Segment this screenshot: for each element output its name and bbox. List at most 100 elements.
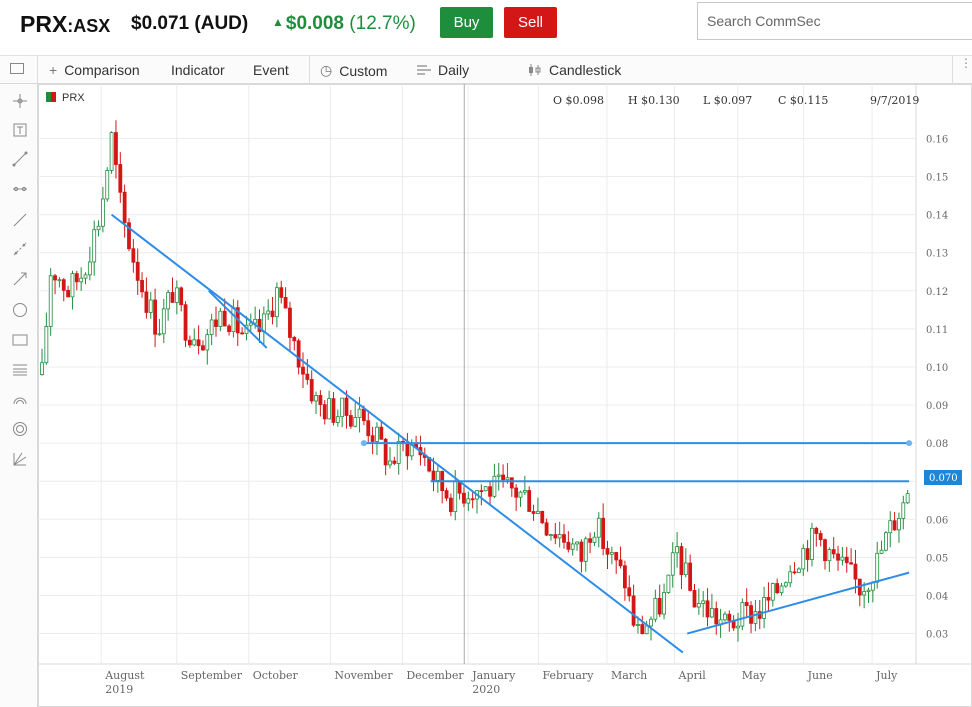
- candle-body: [48, 275, 53, 327]
- candle-body: [549, 534, 553, 537]
- candle-body: [753, 611, 758, 624]
- candle-body: [83, 274, 88, 279]
- text-icon[interactable]: [12, 122, 28, 138]
- y-tick-label: 0.12: [926, 287, 948, 298]
- candle-body: [779, 585, 784, 594]
- candle-body: [305, 373, 310, 380]
- fibonacci-icon[interactable]: [12, 362, 28, 378]
- candle-body: [314, 395, 318, 402]
- y-tick-label: 0.09: [926, 401, 948, 412]
- candle-body: [66, 289, 71, 298]
- candle-body: [862, 591, 867, 596]
- crosshair-icon[interactable]: [12, 93, 28, 109]
- candle-body: [161, 308, 166, 335]
- event-button[interactable]: Event: [253, 62, 289, 78]
- down-trendline-long[interactable]: [110, 213, 684, 654]
- interval-button[interactable]: Daily: [417, 62, 469, 78]
- candle-body: [140, 279, 144, 293]
- candle-body: [148, 299, 153, 313]
- candle-body: [361, 408, 366, 422]
- change-amount: $0.008: [285, 13, 345, 34]
- candle-body: [444, 490, 449, 499]
- down-trendline-short[interactable]: [208, 290, 268, 349]
- spiral-icon[interactable]: [12, 421, 28, 437]
- candle-body: [453, 481, 458, 513]
- candle-body: [279, 287, 284, 298]
- y-tick-label: 0.10: [926, 363, 948, 374]
- trendlines[interactable]: [110, 213, 913, 654]
- candle-body: [87, 261, 92, 276]
- custom-range-button[interactable]: ◷ Custom: [320, 62, 387, 79]
- candle-body: [218, 310, 223, 327]
- buy-button[interactable]: Buy: [440, 7, 493, 38]
- x-tick-label: April: [678, 669, 707, 682]
- trendline-handle[interactable]: [906, 440, 913, 447]
- chart-panel[interactable]: August 2019 September October November Decemb…: [38, 84, 972, 707]
- indicator-button[interactable]: Indicator: [171, 62, 225, 78]
- custom-label: Custom: [339, 62, 388, 79]
- ray-icon[interactable]: [12, 212, 28, 228]
- candle-body: [683, 562, 688, 576]
- gann-icon[interactable]: [12, 451, 28, 467]
- candle-body: [792, 571, 797, 574]
- candle-body: [370, 435, 375, 442]
- ohlc-date: 9/7/2019: [870, 94, 919, 107]
- candle-body: [888, 520, 893, 534]
- candle-body: [101, 198, 105, 227]
- candle-body: [70, 273, 75, 298]
- candle-body: [644, 625, 649, 635]
- candle-body: [166, 292, 171, 310]
- rectangle-icon[interactable]: [12, 332, 28, 348]
- candle-body: [844, 556, 849, 564]
- y-tick-label: 0.13: [926, 249, 948, 260]
- candle-body: [96, 225, 101, 231]
- candle-body: [579, 541, 584, 562]
- sell-button[interactable]: Sell: [504, 7, 557, 38]
- channel-icon[interactable]: [12, 241, 28, 257]
- x-tick-label: January: [471, 669, 516, 682]
- candle-body: [192, 339, 197, 346]
- folder-button[interactable]: [10, 62, 24, 74]
- x-tick-label: November: [334, 669, 393, 682]
- indicator-label: Indicator: [171, 62, 225, 78]
- comparison-button[interactable]: + Comparison: [49, 62, 140, 78]
- more-menu-button[interactable]: ⋮: [960, 57, 972, 69]
- line-icon[interactable]: [12, 151, 28, 167]
- candle-body: [897, 518, 901, 531]
- y-tick-label: 0.08: [926, 439, 948, 450]
- arrow-icon[interactable]: [12, 271, 28, 287]
- candle-body: [696, 603, 701, 608]
- trendline-handle[interactable]: [360, 440, 367, 447]
- y-tick-label: 0.14: [926, 211, 948, 222]
- candle-body: [448, 497, 453, 513]
- candle-body: [631, 595, 636, 626]
- candle-body: [562, 534, 566, 543]
- chart-type-button[interactable]: Candlestick: [528, 62, 621, 78]
- legend-series-name: PRX: [62, 92, 85, 104]
- candle-body: [253, 318, 258, 324]
- chart-toolbar: + Comparison Indicator Event ◷ Custom Dail…: [0, 55, 972, 85]
- candle-body: [766, 597, 771, 601]
- candle-body: [788, 571, 793, 584]
- ticker-symbol: PRX:ASX: [20, 11, 110, 38]
- candle-body: [470, 498, 475, 501]
- candle-body: [714, 608, 719, 625]
- candle-body: [601, 517, 606, 549]
- horizontal-line-icon[interactable]: [12, 181, 28, 197]
- x-tick-label: March: [611, 669, 647, 682]
- circle-icon[interactable]: [12, 302, 28, 318]
- candle-body: [183, 304, 188, 341]
- candle-body: [618, 559, 623, 567]
- candle-body: [692, 590, 697, 608]
- up-trendline[interactable]: [686, 571, 910, 635]
- candle-body: [540, 510, 545, 524]
- candle-body: [679, 546, 684, 576]
- candle-body: [531, 511, 536, 514]
- search-input[interactable]: Search CommSec: [697, 2, 972, 40]
- candle-body: [514, 487, 519, 498]
- candle-body: [905, 493, 910, 504]
- candle-body: [379, 426, 384, 440]
- arc-icon[interactable]: [12, 392, 28, 408]
